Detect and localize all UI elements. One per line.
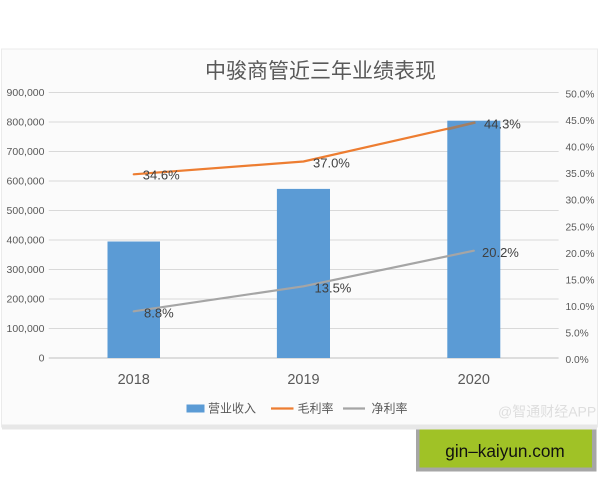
svg-text:45.0%: 45.0% — [566, 116, 595, 127]
svg-text:800,000: 800,000 — [7, 117, 45, 129]
svg-text:500,000: 500,000 — [7, 205, 45, 217]
svg-text:0: 0 — [39, 353, 45, 365]
svg-text:2020: 2020 — [458, 372, 490, 388]
svg-text:25.0%: 25.0% — [566, 222, 595, 233]
svg-text:15.0%: 15.0% — [566, 275, 595, 286]
svg-text:50.0%: 50.0% — [566, 90, 595, 101]
svg-text:2018: 2018 — [118, 372, 150, 388]
svg-text:gin–kaiyun.com: gin–kaiyun.com — [445, 441, 564, 461]
svg-text:200,000: 200,000 — [7, 294, 45, 306]
svg-text:10.0%: 10.0% — [566, 302, 595, 313]
svg-text:300,000: 300,000 — [7, 264, 45, 276]
svg-text:@智通财经APP: @智通财经APP — [498, 404, 596, 420]
svg-text:400,000: 400,000 — [7, 235, 45, 247]
svg-text:5.0%: 5.0% — [566, 328, 589, 339]
svg-text:100,000: 100,000 — [7, 323, 45, 335]
svg-text:30.0%: 30.0% — [566, 196, 595, 207]
svg-text:900,000: 900,000 — [7, 87, 45, 99]
svg-text:40.0%: 40.0% — [566, 143, 595, 154]
svg-text:8.8%: 8.8% — [144, 306, 174, 321]
svg-text:35.0%: 35.0% — [566, 169, 595, 180]
svg-text:0.0%: 0.0% — [566, 355, 589, 366]
svg-text:营业收入: 营业收入 — [208, 402, 256, 416]
svg-text:600,000: 600,000 — [7, 176, 45, 188]
svg-text:2019: 2019 — [287, 372, 319, 388]
svg-text:20.0%: 20.0% — [566, 249, 595, 260]
svg-text:20.2%: 20.2% — [482, 245, 519, 260]
svg-text:净利率: 净利率 — [372, 401, 408, 416]
svg-text:34.6%: 34.6% — [143, 168, 180, 183]
svg-text:中骏商管近三年业绩表现: 中骏商管近三年业绩表现 — [205, 60, 436, 83]
svg-text:37.0%: 37.0% — [313, 156, 350, 171]
svg-text:700,000: 700,000 — [7, 146, 45, 158]
svg-text:毛利率: 毛利率 — [298, 401, 334, 416]
svg-text:13.5%: 13.5% — [315, 281, 352, 296]
svg-text:44.3%: 44.3% — [484, 117, 521, 132]
